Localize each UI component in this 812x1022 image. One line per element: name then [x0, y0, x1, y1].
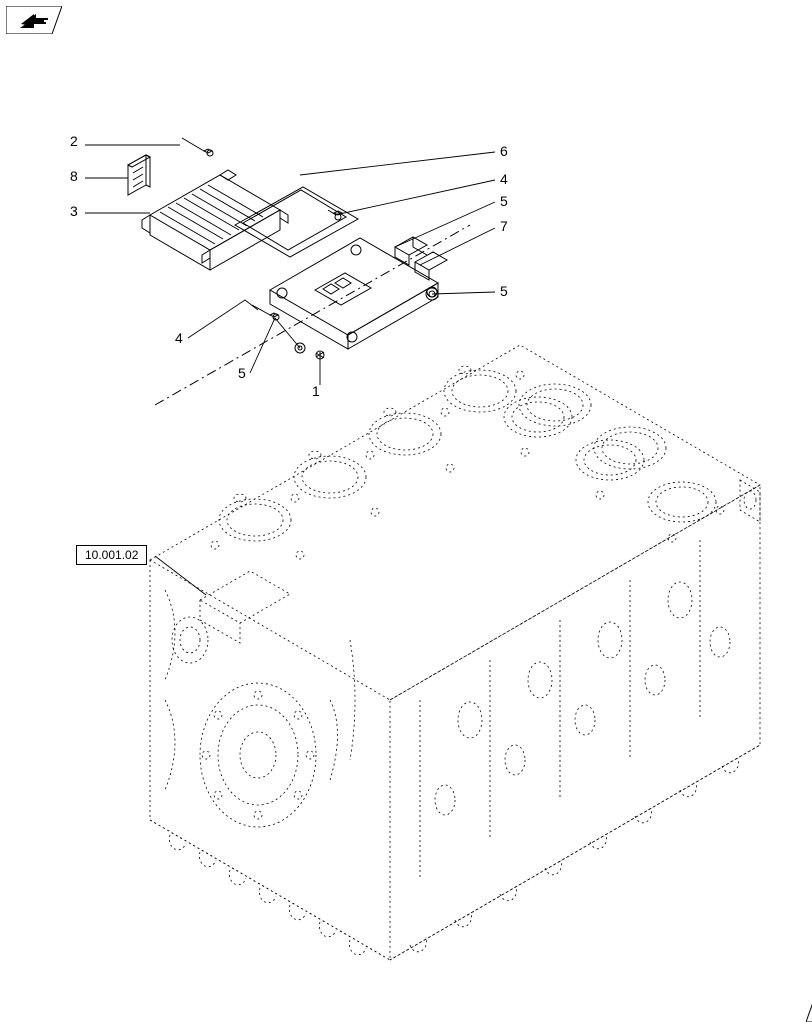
callout-5b: 5	[500, 283, 508, 299]
ecu-assembly	[128, 138, 470, 405]
reference-box: 10.001.02	[76, 545, 147, 565]
diagram-svg	[0, 0, 812, 1000]
callout-5c: 5	[238, 365, 246, 381]
callout-1: 1	[312, 383, 320, 399]
engine-block	[150, 345, 760, 960]
callout-4a: 4	[500, 171, 508, 187]
callout-3: 3	[70, 203, 78, 219]
callout-5a: 5	[500, 193, 508, 209]
callout-8: 8	[70, 168, 78, 184]
callout-6: 6	[500, 143, 508, 159]
diagram-page: 2 8 3 6 4 5 7 5 4 5 1 10.001.02	[0, 0, 812, 1000]
callout-leaders	[85, 145, 495, 595]
callout-7: 7	[500, 218, 508, 234]
callout-4b: 4	[175, 330, 183, 346]
callout-2: 2	[70, 133, 78, 149]
